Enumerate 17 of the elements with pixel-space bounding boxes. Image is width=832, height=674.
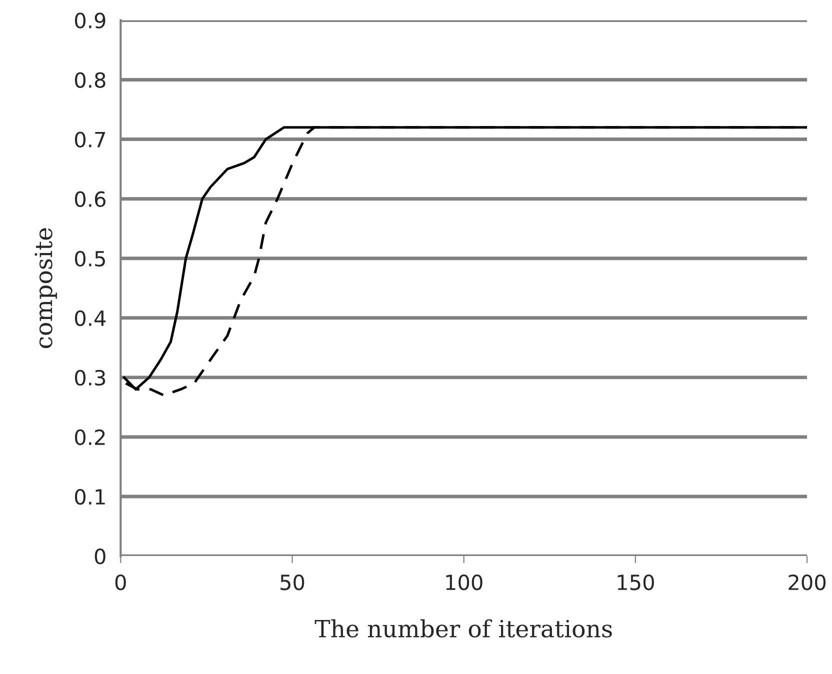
x-tick-label: 200 (788, 574, 826, 590)
y-tick-label: 0.7 (74, 132, 105, 148)
x-tick-label: 0 (115, 574, 126, 590)
y-tick-label: 0.3 (74, 370, 106, 386)
y-tick-label: 0.1 (74, 488, 105, 505)
y-tick-label: 0 (94, 548, 106, 564)
x-axis-title: The number of iterations (314, 619, 612, 638)
x-tick-label: 100 (446, 574, 482, 590)
y-axis-title: composite (34, 228, 57, 348)
x-tick-label: 50 (280, 574, 304, 590)
y-tick-label: 0.4 (74, 310, 106, 326)
y-tick-label: 0.5 (74, 250, 105, 267)
y-tick-label: 0.6 (74, 191, 106, 208)
y-tick-label: 0.8 (74, 72, 106, 88)
x-tick-label: 150 (618, 574, 654, 590)
y-tick-label: 0.2 (74, 429, 105, 446)
y-tick-label: 0.9 (74, 12, 106, 28)
